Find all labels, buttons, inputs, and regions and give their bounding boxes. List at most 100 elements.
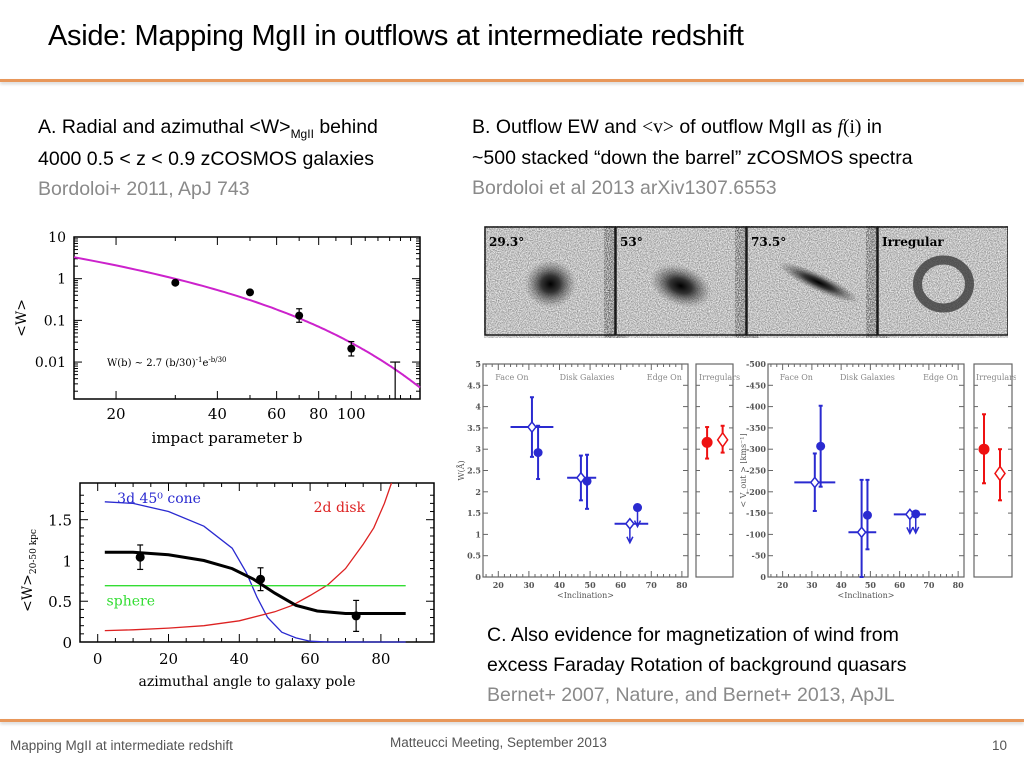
y-tick-label: 5: [475, 359, 481, 369]
filled-circle-point: [816, 441, 826, 451]
y-tick-label: 4.5: [467, 380, 481, 390]
section-a-line2: 4000 0.5 < z < 0.9 zCOSMOS galaxies: [38, 148, 375, 170]
y-tick-label: 0: [475, 572, 481, 582]
y-tick-label: 1: [62, 552, 72, 570]
y-tick-label: 4: [475, 402, 481, 412]
section-a-line1: A. Radial and azimuthal <W>MgII behind: [38, 112, 458, 144]
open-diamond-point: [856, 526, 867, 539]
x-tick-label: 30: [806, 580, 818, 590]
irregular-open-point: [716, 431, 729, 449]
section-b-line1: B. Outflow EW and <v> of outflow MgII as…: [472, 112, 1022, 143]
x-tick-label: 60: [267, 405, 286, 423]
radial-ew-chart: 10 1 0.1 0.01 20 40 60 80 100 impact parameter b <…: [14, 230, 421, 447]
x-axis-label: azimuthal angle to galaxy pole: [139, 674, 356, 690]
x-tick-label: 80: [953, 580, 965, 590]
section-b-i-symbol: (i): [842, 117, 862, 138]
data-point: [245, 288, 254, 297]
fit-curve: [73, 256, 421, 389]
y-tick-label: -500: [746, 359, 766, 369]
y-tick-label: -200: [746, 487, 766, 497]
x-tick-label: 40: [230, 650, 249, 668]
slide-title: Aside: Mapping MgII in outflows at inter…: [48, 20, 744, 52]
y-tick-label: 1.5: [48, 512, 72, 530]
footer-left-text: Mapping MgII at intermediate redshift: [10, 738, 233, 753]
y-tick-label: 3.5: [467, 423, 481, 433]
y-tick-label: 3: [475, 444, 481, 454]
section-b-f-symbol: f: [837, 117, 843, 138]
galaxy-label: Irregular: [882, 235, 944, 249]
x-tick-label: 30: [523, 580, 535, 590]
title-divider: [0, 79, 1024, 82]
galaxy-label: 53°: [620, 235, 643, 249]
section-a-mgii-subscript: MgII: [290, 127, 314, 141]
irregular-open-point: [994, 465, 1006, 482]
y-tick-label: -300: [746, 444, 766, 454]
y-axis-label: W(Å): [457, 460, 466, 480]
y-tick-label: -150: [746, 508, 766, 518]
x-tick-label: 40: [554, 580, 566, 590]
section-b-line1-pre: B. Outflow EW and: [472, 116, 643, 138]
y-tick-label: 0.5: [467, 551, 481, 561]
section-c-line2: excess Faraday Rotation of background qu…: [487, 654, 907, 676]
galaxy-ring: [913, 255, 974, 313]
y-tick-label: -250: [746, 466, 766, 476]
x-tick-label: 100: [337, 405, 366, 423]
x-tick-label: 40: [836, 580, 848, 590]
upper-limit-arrowhead: [912, 526, 920, 535]
x-axis-label: impact parameter b: [152, 429, 303, 447]
panel-label-face-on: Face On: [495, 373, 528, 382]
y-tick-label: 1: [57, 272, 66, 288]
y-tick-label: 2.5: [467, 466, 481, 476]
x-tick-label: 60: [615, 580, 627, 590]
series-line-3d-45-cone: [104, 501, 406, 643]
section-b-v-symbol: <v>: [642, 117, 674, 138]
x-tick-label: 40: [208, 405, 227, 423]
section-b-line1-mid: of outflow MgII as: [673, 116, 838, 138]
x-tick-label: 20: [493, 580, 505, 590]
section-a-text: A. Radial and azimuthal <W>MgII behind 4…: [38, 112, 458, 204]
y-tick-label: 0.1: [44, 313, 66, 329]
section-b-line1-post: in: [861, 116, 882, 138]
y-axis-label: <W>: [14, 299, 30, 337]
fit-annotation: W(b) ~ 2.7 (b/30)-1e-b/30: [107, 356, 226, 369]
x-tick-label: 80: [371, 650, 390, 668]
open-diamond-point: [526, 420, 537, 434]
section-c-reference: Bernet+ 2007, Nature, and Bernet+ 2013, …: [487, 684, 895, 706]
section-b-reference: Bordoloi et al 2013 arXiv1307.6553: [472, 177, 777, 199]
filled-circle-point: [633, 503, 643, 513]
data-point: [295, 311, 304, 320]
legend-sphere: sphere: [107, 594, 155, 610]
plot-frame: [767, 363, 965, 578]
x-tick-label: 80: [676, 580, 688, 590]
footer-center-text: Matteucci Meeting, September 2013: [390, 735, 607, 750]
page-number: 10: [992, 738, 1008, 753]
data-point: [171, 278, 180, 287]
y-tick-label: -350: [746, 423, 766, 433]
x-tick-label: 70: [923, 580, 935, 590]
azimuthal-ew-chart: 0 0.5 1 1.5 0 20 40 60 80 azimuthal angle to gala…: [20, 482, 435, 690]
y-tick-label: -100: [746, 529, 766, 539]
open-diamond-point: [809, 476, 820, 489]
galaxy-blob: [777, 261, 860, 304]
panel-label-irregulars: Irregulars: [699, 373, 740, 382]
y-tick-label: 0.5: [48, 593, 72, 611]
velocity-irregular-panel: Irregulars: [973, 363, 1016, 578]
section-b-line2: ~500 stacked “down the barrel” zCOSMOS s…: [472, 147, 913, 169]
y-tick-label: 10: [48, 230, 66, 246]
y-tick-label: 0.01: [35, 355, 66, 371]
x-tick-label: 50: [865, 580, 877, 590]
panel-label-face-on: Face On: [780, 373, 813, 382]
galaxy-label: 29.3°: [489, 235, 524, 249]
galaxy-noise: [879, 228, 1007, 334]
x-axis-label: <Inclination>: [557, 591, 614, 600]
panel-label-irregulars: Irregulars: [976, 373, 1016, 382]
data-point: [347, 344, 356, 353]
galaxy-blob: [649, 264, 712, 308]
irregular-filled-point: [701, 436, 713, 448]
x-tick-label: 20: [107, 405, 126, 423]
data-point: [135, 552, 145, 562]
x-tick-label: 50: [585, 580, 597, 590]
upper-limit-arrowhead: [626, 536, 634, 545]
legend-cone: 3d 45⁰ cone: [117, 491, 201, 507]
open-diamond-point: [624, 517, 635, 530]
